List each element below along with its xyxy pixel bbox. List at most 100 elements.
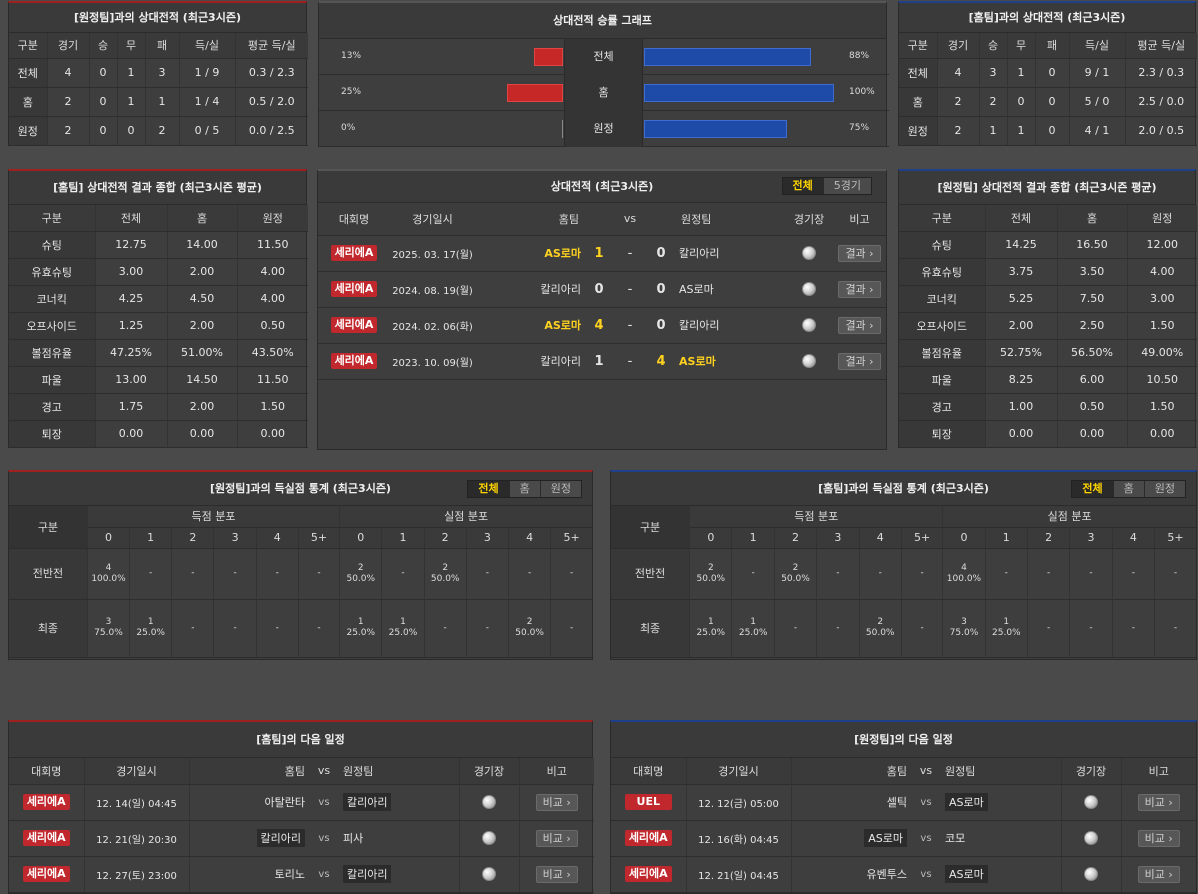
winrate-left-pct: 25% bbox=[341, 87, 362, 97]
away-team: 칼리아리 bbox=[343, 793, 392, 811]
conceded-count: - bbox=[1089, 568, 1093, 578]
home-summary-header-cell: 홈 bbox=[167, 205, 238, 232]
compare-button[interactable]: 비교 › bbox=[535, 793, 578, 811]
tab-opt1[interactable]: 홈 bbox=[1113, 481, 1145, 497]
venue-cell bbox=[1061, 784, 1122, 821]
scored-count: - bbox=[920, 622, 924, 633]
home-team: 유벤투스 bbox=[866, 868, 907, 881]
tab-all[interactable]: 전체 bbox=[468, 481, 510, 497]
conceded-cell: 2 50.0% bbox=[508, 599, 552, 658]
home-summary-cell: 0.00 bbox=[95, 420, 168, 448]
home_goals-bucket-row: 0 1 2 3 4 5+ 0 1 2 3 4 5+ bbox=[611, 527, 1196, 549]
home-h2h-header-cell: 평균 득/실 bbox=[1125, 33, 1197, 59]
away-next-table: 대회명 경기일시 홈팀 vs 원정팀 경기장 비고 UEL 12. 12(금) 05:00 셀틱 v… bbox=[611, 758, 1196, 893]
home-h2h-cell: 2.3 / 0.3 bbox=[1125, 58, 1197, 88]
conceded-cell: - bbox=[1027, 548, 1071, 600]
h2h-matches-panel: 상대전적 (최근3시즌) 전체 5경기 대회명 경기일시 홈팀 vs 원정팀 경기장 비고 세리에… bbox=[317, 169, 887, 450]
home-team: 토리노 bbox=[274, 868, 305, 881]
tab-opt1[interactable]: 홈 bbox=[509, 481, 541, 497]
result-button[interactable]: 결과 › bbox=[838, 244, 881, 262]
result-button[interactable]: 결과 › bbox=[838, 280, 881, 298]
tab-opt1[interactable]: 5경기 bbox=[823, 178, 871, 194]
home-summary-cell: 12.75 bbox=[95, 231, 168, 259]
tab-opt2[interactable]: 원정 bbox=[1144, 481, 1185, 497]
result-button[interactable]: 결과 › bbox=[838, 316, 881, 334]
away-cell: 칼리아리 bbox=[339, 856, 460, 893]
away-h2h-cell: 2 bbox=[145, 116, 180, 146]
away-summary-cell: 3.00 bbox=[1127, 285, 1197, 313]
away-summary-cell: 0.00 bbox=[1127, 420, 1197, 448]
winrate-right-pct: 88% bbox=[849, 51, 870, 61]
away-goals-table: 구분 득점 분포 실점 분포 0 1 2 3 4 5+ 0 1 2 3 4 5+ 전반전 4 100.0% - - - -… bbox=[9, 506, 592, 658]
compare-button[interactable]: 비교 › bbox=[1137, 865, 1180, 883]
next-header-venue: 경기장 bbox=[459, 758, 520, 785]
conceded-cell: - bbox=[985, 548, 1028, 600]
next-header-note: 비고 bbox=[1121, 758, 1196, 785]
scored-cell: 2 50.0% bbox=[774, 548, 818, 600]
home-h2h-cell: 5 / 0 bbox=[1069, 87, 1126, 117]
tab-opt2[interactable]: 원정 bbox=[540, 481, 581, 497]
league-badge: 세리에A bbox=[22, 830, 70, 846]
winrate-right-bar bbox=[644, 84, 834, 102]
home-h2h-cell: 9 / 1 bbox=[1069, 58, 1126, 88]
compare-button[interactable]: 비교 › bbox=[1137, 793, 1180, 811]
home_goals-group-row: 구분 득점 분포 실점 분포 bbox=[611, 506, 1196, 549]
away-summary-header-cell: 구분 bbox=[899, 205, 986, 232]
winrate-graph-row: 13% 전체 88% bbox=[319, 39, 889, 75]
home-h2h-row: 전체 4 3 1 0 9 / 1 2.3 / 0.3 bbox=[899, 58, 1197, 88]
home-summary-cell: 43.50% bbox=[237, 339, 308, 367]
home_next-header-row: 대회명 경기일시 홈팀 vs 원정팀 경기장 비고 bbox=[9, 758, 594, 785]
next-header-vs: vs bbox=[309, 758, 339, 785]
conceded-cell: - bbox=[508, 548, 552, 600]
home-team: AS로마 bbox=[864, 829, 907, 847]
goals-row: 최종 3 75.0% 1 25.0% - - - -1 25.0% 1 25.0% - -2 50.0% - bbox=[9, 599, 592, 658]
away-team: 칼리아리 bbox=[343, 865, 392, 883]
score-dash: - bbox=[615, 307, 645, 344]
tab-all[interactable]: 전체 bbox=[1072, 481, 1114, 497]
compare-button[interactable]: 비교 › bbox=[1137, 829, 1180, 847]
compare-button-label: 비교 bbox=[1144, 867, 1165, 881]
bucket-header: 4 bbox=[508, 527, 552, 549]
venue-cell bbox=[785, 235, 834, 272]
away-summary-cell: 3.75 bbox=[985, 258, 1058, 286]
vs-label: vs bbox=[911, 784, 941, 821]
away-summary-row-label: 슈팅 bbox=[899, 231, 986, 259]
away-summary-cell: 12.00 bbox=[1127, 231, 1197, 259]
home-h2h-cell: 2.5 / 0.0 bbox=[1125, 87, 1197, 117]
home-cell: 아탈란타 bbox=[189, 784, 309, 821]
note-cell: 비교 › bbox=[1121, 820, 1196, 857]
conceded-cell: - bbox=[1069, 599, 1113, 658]
bucket-header: 0 bbox=[942, 527, 986, 549]
scored-count: - bbox=[233, 622, 237, 633]
away-h2h-cell: 0.0 / 2.5 bbox=[235, 116, 308, 146]
home-summary-cell: 11.50 bbox=[237, 231, 308, 259]
away-h2h-row-label: 홈 bbox=[9, 87, 48, 117]
home-summary-cell: 2.00 bbox=[167, 393, 238, 421]
home-summary-cell: 4.50 bbox=[167, 285, 238, 313]
away-score: 4 bbox=[645, 343, 678, 380]
home-summary-table: 구분 전체 홈 원정 슈팅 12.75 14.00 11.50 유효슈팅 3.00 2.00 4.00… bbox=[9, 205, 308, 448]
scored-cell: - bbox=[859, 548, 902, 600]
bucket-header: 0 bbox=[339, 527, 383, 549]
away-h2h-cell: 1 / 4 bbox=[179, 87, 236, 117]
compare-button[interactable]: 비교 › bbox=[535, 829, 578, 847]
away-h2h-header-cell: 패 bbox=[145, 33, 180, 59]
venue-cell bbox=[459, 820, 520, 857]
home-team: 칼리아리 bbox=[256, 829, 305, 847]
stadium-icon bbox=[802, 318, 817, 332]
bucket-header: 0 bbox=[689, 527, 733, 549]
home-h2h-cell: 1 bbox=[1007, 58, 1036, 88]
conceded-cell: - bbox=[466, 548, 509, 600]
result-button[interactable]: 결과 › bbox=[838, 352, 881, 370]
conceded-cell: 2 50.0% bbox=[424, 548, 467, 600]
league-cell: 세리에A bbox=[318, 343, 390, 380]
compare-button[interactable]: 비교 › bbox=[535, 865, 578, 883]
away-summary-cell: 52.75% bbox=[985, 339, 1058, 367]
chevron-right-icon: › bbox=[1164, 867, 1173, 881]
venue-cell bbox=[785, 271, 834, 308]
home-summary-title: [홈팀] 상대전적 결과 종합 (최근3시즌 평균) bbox=[9, 171, 306, 205]
home-summary-cell: 51.00% bbox=[167, 339, 238, 367]
tab-all[interactable]: 전체 bbox=[782, 178, 824, 194]
compare-button-label: 비교 bbox=[542, 831, 563, 845]
away-h2h-cell: 1 bbox=[145, 87, 180, 117]
